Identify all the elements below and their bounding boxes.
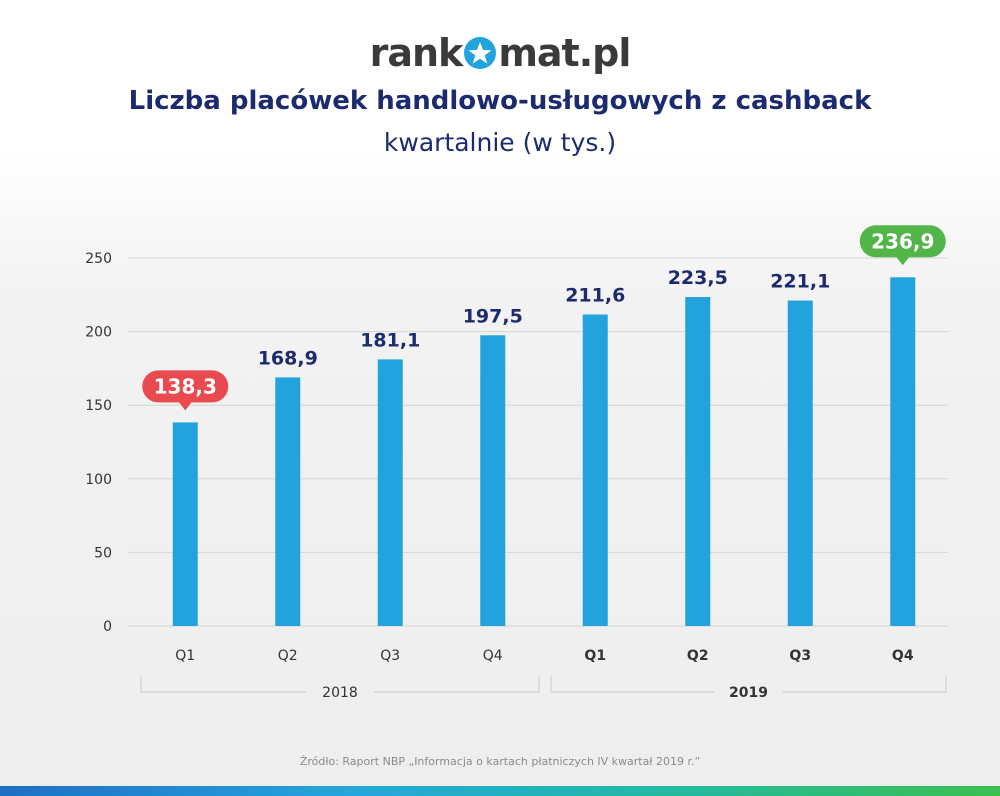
group-label-bg <box>306 682 374 702</box>
x-tick-label: Q4 <box>892 648 914 664</box>
bar <box>275 377 301 626</box>
y-tick-label: 50 <box>94 545 112 561</box>
y-tick-label: 150 <box>85 398 112 414</box>
bar <box>890 277 916 626</box>
value-label: 221,1 <box>770 271 830 293</box>
bar <box>480 335 506 626</box>
bar <box>377 359 403 626</box>
x-tick-label: Q2 <box>687 648 709 664</box>
logo-text-left: rank <box>369 30 464 75</box>
x-tick-label: Q4 <box>483 648 503 664</box>
bubble-pointer <box>178 401 193 411</box>
y-tick-label: 250 <box>85 251 112 267</box>
bubble-pointer <box>895 256 910 266</box>
x-tick-label: Q1 <box>584 648 606 664</box>
value-label: 211,6 <box>565 285 625 307</box>
y-tick-label: 0 <box>103 619 112 635</box>
bar-chart: 0 50 100 150 200 250 138,3 Q1 168,9 Q2 181,1 Q3 197,… <box>85 225 948 702</box>
min-value-bubble <box>142 370 229 403</box>
x-tick-label: Q3 <box>380 648 400 664</box>
star-icon <box>464 36 497 69</box>
logo-text-right: mat.pl <box>498 30 631 75</box>
bar <box>685 297 711 626</box>
max-value-bubble <box>859 225 946 258</box>
rankomat-logo: rank mat.pl <box>0 28 1000 75</box>
x-tick-label: Q2 <box>278 648 298 664</box>
x-tick-label: Q3 <box>789 648 811 664</box>
value-label: 168,9 <box>258 347 318 369</box>
y-tick-label: 100 <box>85 472 112 488</box>
value-label: 197,5 <box>463 305 523 327</box>
y-tick-label: 200 <box>85 325 112 341</box>
value-label: 223,5 <box>668 267 728 289</box>
bar <box>172 422 198 626</box>
bottom-gradient-bar <box>0 786 1000 796</box>
group-label: 2019 <box>729 685 768 701</box>
x-tick-label: Q1 <box>175 648 195 664</box>
chart-title: Liczba placówek handlowo-usługowych z ca… <box>128 86 872 116</box>
group-label-bg <box>714 682 783 702</box>
source-note: Źródło: Raport NBP „Informacja o kartach… <box>299 755 701 768</box>
value-label: 138,3 <box>154 374 217 398</box>
bar <box>787 300 813 626</box>
value-label: 236,9 <box>871 229 934 253</box>
bar <box>582 314 608 626</box>
value-label: 181,1 <box>360 329 420 351</box>
group-label: 2018 <box>322 685 358 701</box>
chart-subtitle: kwartalnie (w tys.) <box>383 128 617 157</box>
